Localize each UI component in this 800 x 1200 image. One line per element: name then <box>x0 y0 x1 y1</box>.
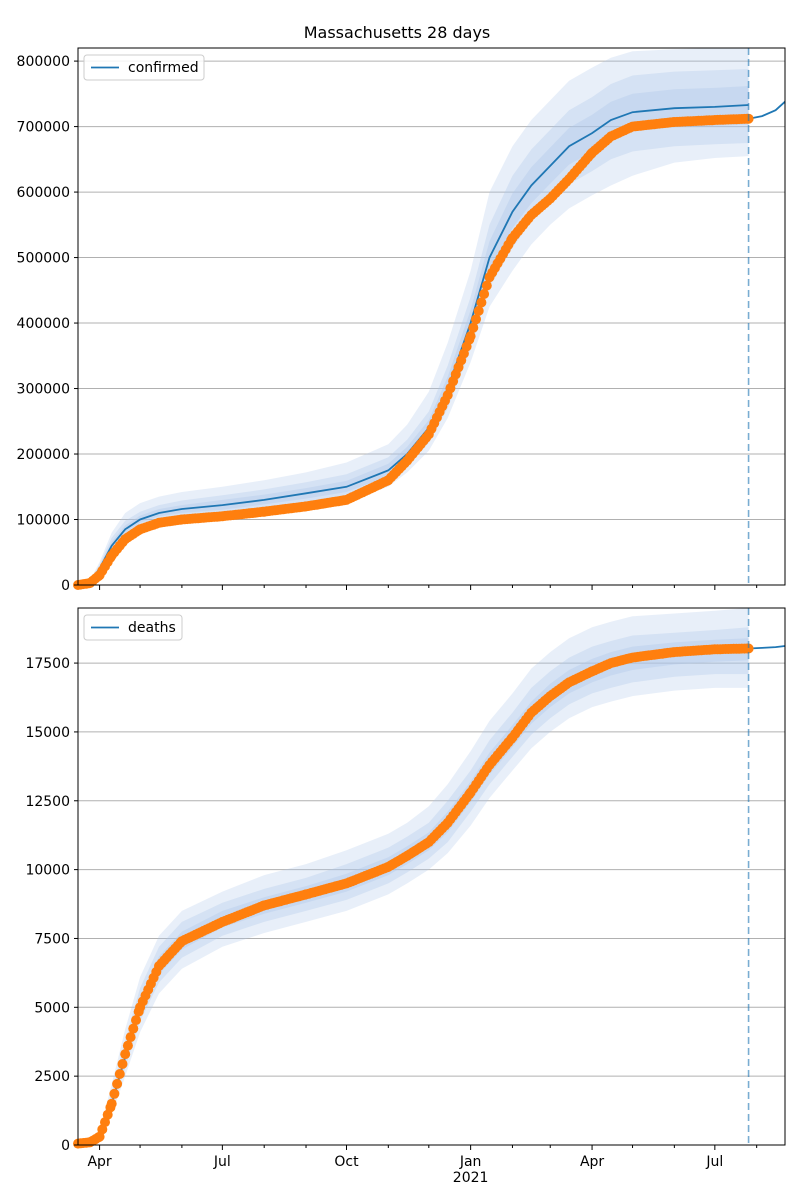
confirmed-legend: confirmed <box>83 54 205 81</box>
confirmed-observed-point <box>471 314 481 325</box>
deaths-legend: deaths <box>83 614 183 641</box>
confirmed-observed-point <box>479 289 490 299</box>
deaths-legend-label: deaths <box>128 620 176 636</box>
confirmed-ytick-label: 300000 <box>17 382 70 398</box>
deaths-observed-point <box>106 1098 117 1109</box>
deaths-legend-box <box>83 614 183 641</box>
confirmed-ytick-label: 500000 <box>17 251 70 267</box>
confirmed-ytick-label: 200000 <box>17 447 70 463</box>
xtick-label: Jul <box>705 1154 723 1170</box>
xtick-label: Apr <box>580 1154 604 1170</box>
deaths-ytick-label: 17500 <box>25 656 70 672</box>
confirmed-observed-point <box>476 297 487 308</box>
deaths-observed-point <box>117 1059 128 1069</box>
confirmed-ytick-label: 700000 <box>17 120 70 136</box>
deaths-band-1 <box>78 627 749 1145</box>
confirmed-legend-label: confirmed <box>128 60 199 76</box>
chart-title: Massachusetts 28 days <box>304 23 491 42</box>
deaths-ytick-label: 12500 <box>25 794 70 810</box>
confirmed-ytick-label: 0 <box>61 578 70 594</box>
confirmed-observed-point <box>473 305 484 316</box>
deaths-forecast-line <box>748 645 786 650</box>
deaths-observed-point <box>122 1040 133 1051</box>
deaths-ytick-label: 10000 <box>25 863 70 879</box>
confirmed-observed-point <box>468 322 479 333</box>
deaths-line <box>77 647 749 1146</box>
xtick-label: Apr <box>87 1154 111 1170</box>
confirmed-plot-frame <box>77 47 786 586</box>
deaths-plot-frame <box>77 607 786 1146</box>
deaths-ytick-label: 7500 <box>34 931 70 947</box>
confirmed-ytick-label: 400000 <box>17 316 70 332</box>
confirmed-observed-point <box>481 280 492 291</box>
confirmed-ytick-label: 800000 <box>17 54 70 70</box>
deaths-observed-point <box>743 643 754 654</box>
deaths-observed-point <box>109 1088 120 1099</box>
deaths-observed-point <box>131 1015 141 1026</box>
confirmed-ytick-label: 100000 <box>17 513 70 529</box>
deaths-ytick-label: 15000 <box>25 725 70 741</box>
deaths-ytick-label: 2500 <box>34 1069 70 1085</box>
x-axis: Apr Jul Oct Jan Apr Jul 2021 <box>87 1154 723 1186</box>
xtick-label: Jul <box>213 1154 231 1170</box>
deaths-observed-point <box>128 1023 139 1034</box>
confirmed-legend-box <box>83 54 205 81</box>
deaths-panel: 0 2500 5000 7500 10000 12500 15000 17500 deaths <box>25 607 786 1154</box>
deaths-observed-point <box>120 1049 131 1060</box>
deaths-observed-point <box>114 1069 125 1079</box>
confirmed-panel: 0 100000 200000 300000 400000 500000 600000 700… <box>17 47 786 594</box>
confirmed-observed-point <box>465 331 476 342</box>
deaths-band-2 <box>78 638 749 1145</box>
deaths-observed-point <box>112 1078 123 1089</box>
deaths-ytick-label: 0 <box>61 1138 70 1154</box>
confirmed-band-0 <box>78 48 749 585</box>
xtick-label: Oct <box>334 1154 359 1170</box>
confirmed-ytick-label: 600000 <box>17 185 70 201</box>
confirmed-forecast-line <box>748 101 786 120</box>
deaths-ytick-label: 5000 <box>34 1000 70 1016</box>
xtick-label: Jan <box>459 1154 482 1170</box>
deaths-band-0 <box>78 608 749 1145</box>
x-year-label: 2021 <box>453 1170 489 1186</box>
deaths-observed-point <box>125 1032 136 1043</box>
